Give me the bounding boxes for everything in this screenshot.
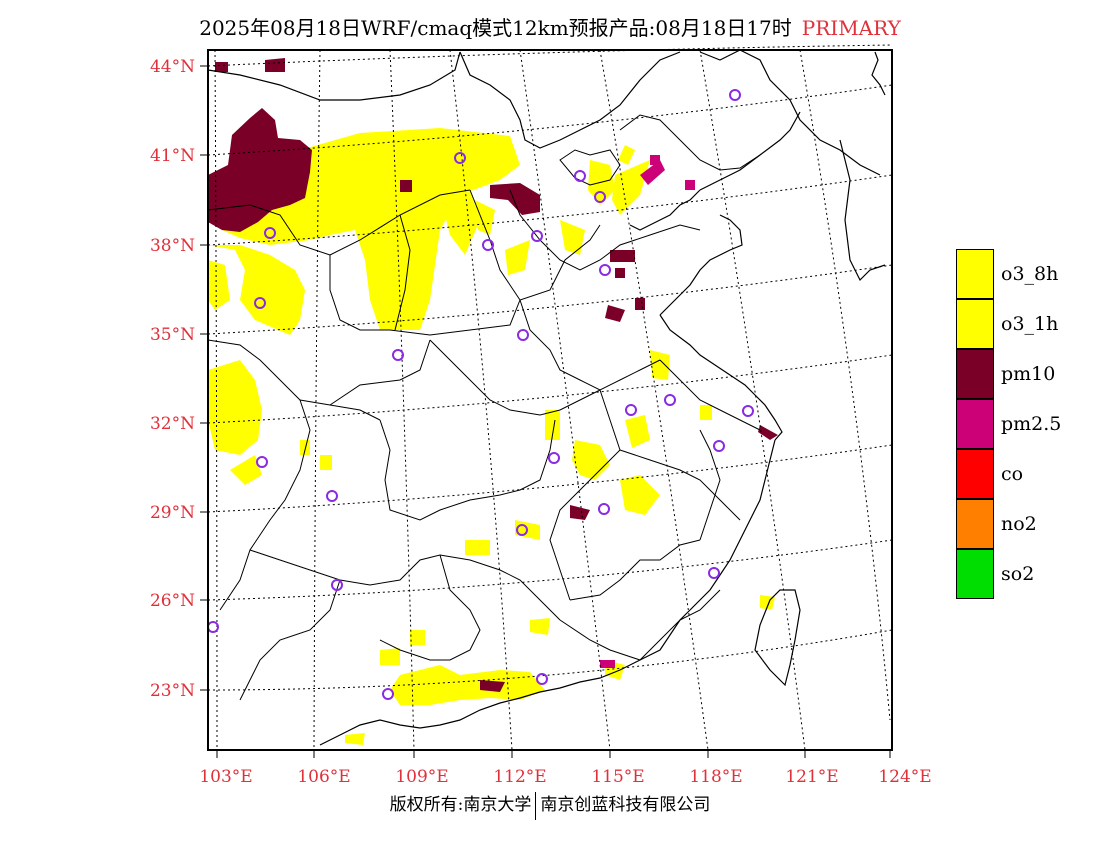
legend-label: pm10 xyxy=(1001,363,1056,385)
coastline xyxy=(207,49,886,746)
title-text: 2025年08月18日WRF/cmaq模式12km预报产品:08月18日17时 xyxy=(199,16,792,40)
legend-item-pm10: pm10 xyxy=(956,348,1096,399)
legend-item-co: co xyxy=(956,448,1096,499)
legend-item-pm25: pm2.5 xyxy=(956,398,1096,449)
lon-label-124: 124°E xyxy=(878,767,931,787)
legend-swatch xyxy=(956,348,994,399)
lat-ticks xyxy=(200,65,208,691)
lat-labels: 44°N 41°N 38°N 35°N 32°N 29°N 26°N 23°N xyxy=(150,57,195,701)
legend-label: pm2.5 xyxy=(1001,413,1062,435)
lat-label-41: 41°N xyxy=(150,146,195,166)
lon-label-118: 118°E xyxy=(689,767,742,787)
legend-label: o3_1h xyxy=(1001,313,1059,335)
pollutant-legend: o3_8h o3_1h pm10 pm2.5 co no2 so2 xyxy=(956,248,1096,599)
city-markers xyxy=(207,89,754,700)
legend-label: no2 xyxy=(1001,513,1037,535)
lon-label-121: 121°E xyxy=(785,767,838,787)
graticule xyxy=(207,44,893,751)
legend-item-so2: so2 xyxy=(956,548,1096,599)
o3-regions xyxy=(208,128,775,745)
legend-item-o3-1h: o3_1h xyxy=(956,298,1096,349)
legend-swatch xyxy=(956,398,994,449)
lat-label-29: 29°N xyxy=(150,503,195,523)
legend-swatch xyxy=(956,298,994,349)
lon-labels: 103°E 106°E 109°E 112°E 115°E 118°E 121°… xyxy=(199,767,931,787)
lon-label-115: 115°E xyxy=(591,767,644,787)
lat-label-26: 26°N xyxy=(150,591,195,611)
legend-swatch xyxy=(956,448,994,499)
footer-divider xyxy=(535,791,537,820)
lat-label-23: 23°N xyxy=(150,681,195,701)
legend-item-o3-8h: o3_8h xyxy=(956,248,1096,299)
lat-label-44: 44°N xyxy=(150,57,195,77)
province-borders xyxy=(207,114,761,701)
legend-label: o3_8h xyxy=(1001,263,1059,285)
legend-label: so2 xyxy=(1001,563,1035,585)
map-title: 2025年08月18日WRF/cmaq模式12km预报产品:08月18日17时 P… xyxy=(0,12,1100,41)
legend-item-no2: no2 xyxy=(956,498,1096,549)
lon-label-112: 112°E xyxy=(493,767,546,787)
lon-ticks xyxy=(216,750,891,758)
copyright-footer: 版权所有:南京大学 南京创蓝科技有限公司 xyxy=(0,790,1100,820)
copyright-owner: 版权所有:南京大学 xyxy=(389,795,532,815)
legend-swatch xyxy=(956,498,994,549)
copyright-company: 南京创蓝科技有限公司 xyxy=(540,795,711,815)
lat-label-32: 32°N xyxy=(150,414,195,434)
lon-label-109: 109°E xyxy=(395,767,448,787)
pm25-regions xyxy=(600,155,695,668)
legend-label: co xyxy=(1001,463,1024,485)
lat-label-35: 35°N xyxy=(150,325,195,345)
lon-label-103: 103°E xyxy=(199,767,252,787)
lat-label-38: 38°N xyxy=(150,236,195,256)
legend-swatch xyxy=(956,548,994,599)
lon-label-106: 106°E xyxy=(297,767,350,787)
pm10-regions xyxy=(208,58,778,692)
title-mode: PRIMARY xyxy=(801,16,901,40)
map-frame xyxy=(207,49,893,751)
legend-swatch xyxy=(956,248,994,299)
